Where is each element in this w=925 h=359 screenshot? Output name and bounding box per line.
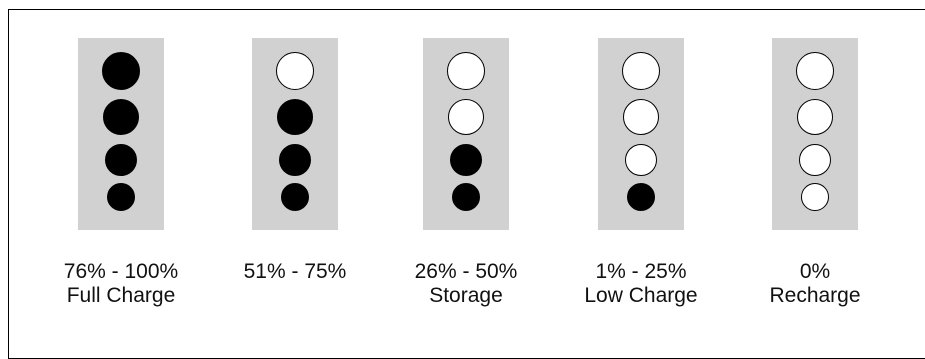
- charge-status-label: Full Charge: [66, 284, 176, 307]
- led-on-icon: [277, 99, 313, 135]
- led-on-icon: [627, 183, 655, 211]
- indicator-caption: 76% - 100% Full Charge: [21, 260, 221, 308]
- led-on-icon: [103, 99, 139, 135]
- charge-range-label: 26% - 50%: [414, 260, 518, 283]
- indicator-caption: 51% - 75%: [195, 260, 395, 284]
- led-off-icon: [625, 144, 657, 176]
- charge-status-label: Low Charge: [584, 284, 698, 307]
- led-off-icon: [448, 99, 484, 135]
- led-off-icon: [623, 99, 659, 135]
- charge-status-label: Recharge: [769, 284, 861, 307]
- indicator-caption: 26% - 50% Storage: [366, 260, 566, 308]
- led-on-icon: [281, 183, 309, 211]
- led-on-icon: [107, 183, 135, 211]
- led-off-icon: [622, 52, 660, 90]
- led-off-icon: [801, 183, 829, 211]
- charge-range-label: 76% - 100%: [63, 260, 179, 283]
- charge-range-label: 51% - 75%: [243, 260, 347, 283]
- led-on-icon: [450, 144, 482, 176]
- led-off-icon: [797, 99, 833, 135]
- charge-range-label: 1% - 25%: [595, 260, 687, 283]
- led-off-icon: [799, 144, 831, 176]
- led-off-icon: [796, 52, 834, 90]
- led-on-icon: [105, 144, 137, 176]
- indicator-caption: 1% - 25% Low Charge: [541, 260, 741, 308]
- led-on-icon: [452, 183, 480, 211]
- charge-range-label: 0%: [799, 260, 831, 283]
- indicator-caption: 0% Recharge: [715, 260, 915, 308]
- charge-status-label: Storage: [429, 284, 503, 307]
- led-on-icon: [102, 52, 140, 90]
- led-off-icon: [447, 52, 485, 90]
- led-on-icon: [279, 144, 311, 176]
- led-off-icon: [276, 52, 314, 90]
